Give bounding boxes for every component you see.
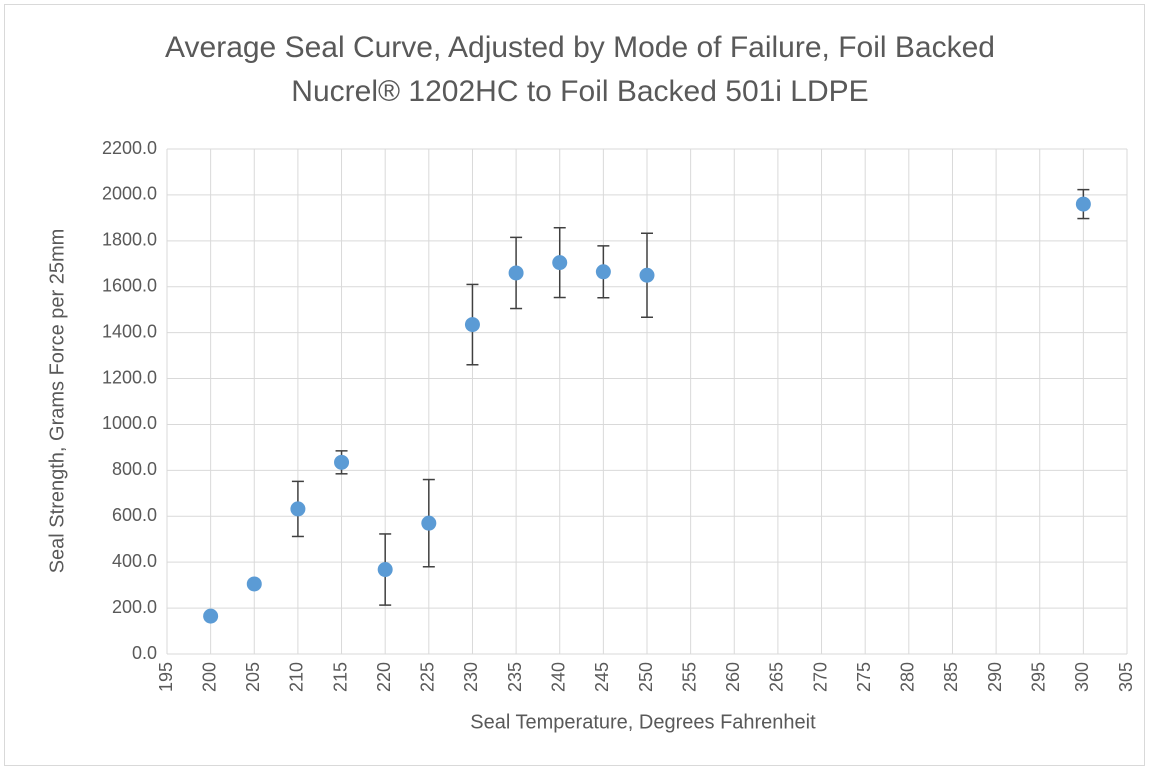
x-axis-label: Seal Temperature, Degrees Fahrenheit [470,711,816,733]
chart-title: Average Seal Curve, Adjusted by Mode of … [165,31,995,108]
y-tick-label: 600.0 [112,505,157,525]
y-tick-label: 2200.0 [102,138,157,158]
x-tick-label: 275 [854,662,874,692]
point [421,515,437,531]
point [464,317,480,333]
y-tick-label: 1800.0 [102,230,157,250]
x-tick-label: 300 [1072,662,1092,692]
point [290,501,306,517]
x-tick-label: 265 [767,662,787,692]
point [377,562,393,578]
x-tick-label: 250 [636,662,656,692]
x-tick-label: 205 [243,662,263,692]
y-tick-label: 1600.0 [102,275,157,295]
x-tick-label: 230 [461,662,481,692]
point [246,576,262,592]
x-tick-label: 235 [505,662,525,692]
x-tick-label: 295 [1028,662,1048,692]
x-tick-label: 210 [287,662,307,692]
x-tick-label: 240 [548,662,568,692]
y-tick-label: 1000.0 [102,413,157,433]
x-tick-label: 215 [330,662,350,692]
x-tick-label: 285 [941,662,961,692]
x-tick-label: 270 [810,662,830,692]
x-tick-label: 280 [898,662,918,692]
y-tick-label: 1200.0 [102,367,157,387]
chart-frame [4,4,1145,766]
x-tick-label: 245 [592,662,612,692]
x-tick-label: 195 [156,662,176,692]
y-tick-label: 200.0 [112,597,157,617]
y-axis-label: Seal Strength, Grams Force per 25mm [46,229,68,574]
x-tick-label: 255 [679,662,699,692]
x-tick-label: 305 [1116,662,1136,692]
point [595,264,611,280]
point [508,265,524,281]
point [334,454,350,470]
point [203,608,219,624]
x-tick-label: 220 [374,662,394,692]
x-tick-label: 225 [418,662,438,692]
point [639,267,655,283]
y-tick-label: 2000.0 [102,184,157,204]
y-tick-label: 800.0 [112,459,157,479]
y-tick-label: 0.0 [132,643,157,663]
y-tick-label: 400.0 [112,551,157,571]
point [552,255,568,271]
y-tick-label: 1400.0 [102,321,157,341]
x-tick-label: 200 [199,662,219,692]
x-tick-label: 290 [985,662,1005,692]
point [1075,196,1091,212]
x-tick-label: 260 [723,662,743,692]
